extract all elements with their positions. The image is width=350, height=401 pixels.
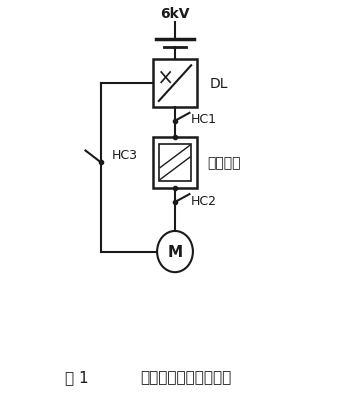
Text: 改造后电机控制系统图: 改造后电机控制系统图: [141, 369, 232, 384]
Bar: [159, 144, 191, 182]
Bar: [153, 60, 197, 107]
Text: HC1: HC1: [190, 113, 217, 126]
Bar: [153, 137, 197, 189]
Text: HC3: HC3: [111, 149, 137, 162]
Text: 高压水箱: 高压水箱: [208, 156, 241, 170]
Text: HC2: HC2: [190, 194, 217, 207]
Text: 图 1: 图 1: [65, 369, 89, 384]
Text: DL: DL: [209, 77, 228, 91]
Text: 6kV: 6kV: [160, 7, 190, 20]
Text: M: M: [167, 245, 183, 259]
